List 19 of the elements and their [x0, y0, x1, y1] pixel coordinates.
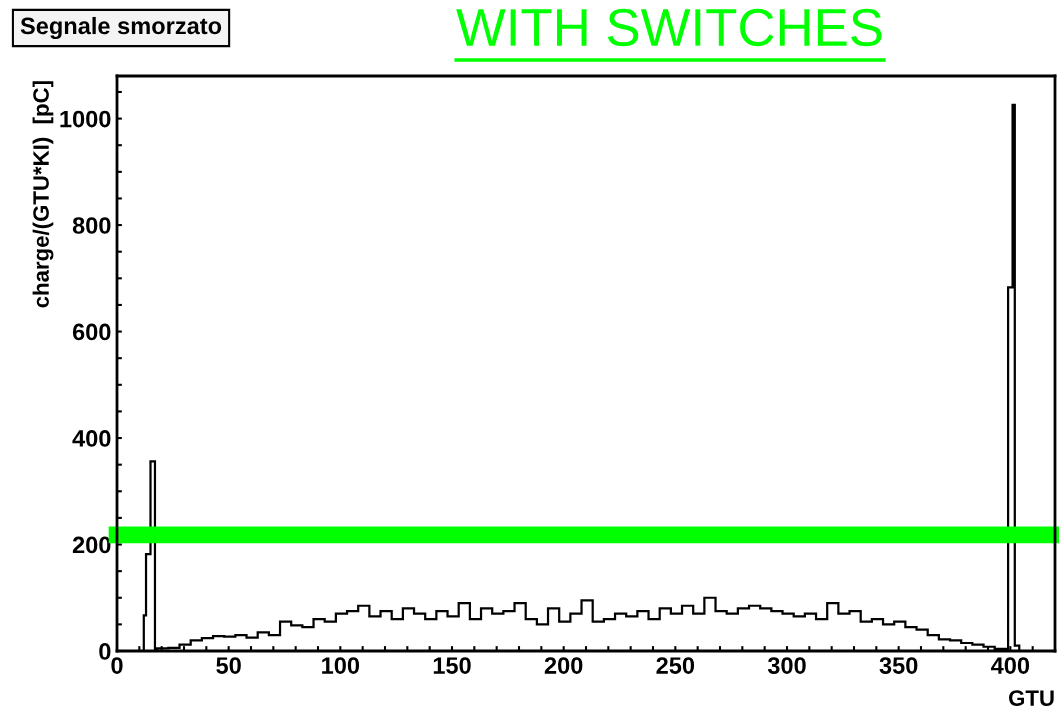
y-tick-label: 200	[72, 536, 111, 554]
x-tick-label: 200	[544, 657, 583, 674]
x-axis-title: GTU	[1009, 690, 1054, 706]
y-axis-title: charge/(GTU*KI) [pC]	[32, 81, 54, 308]
y-tick-label: 800	[72, 217, 111, 234]
x-tick-label: 400	[991, 657, 1030, 674]
y-tick-label: 0	[99, 643, 111, 660]
x-tick-label: 350	[879, 657, 918, 674]
x-tick-label: 100	[322, 657, 360, 674]
x-tick-label: 50	[216, 657, 241, 674]
text: WITH SWITCHES	[456, 8, 882, 47]
chart-title: Segnale smorzato	[20, 16, 222, 40]
y-tick-label: 1000	[60, 110, 111, 128]
y-tick-label: 400	[72, 430, 111, 447]
y-tick-label: 600	[72, 323, 111, 341]
x-tick-label: 0	[111, 657, 123, 674]
x-tick-label: 300	[767, 657, 806, 674]
x-tick-label: 250	[656, 657, 695, 674]
x-tick-label: 150	[433, 657, 471, 674]
